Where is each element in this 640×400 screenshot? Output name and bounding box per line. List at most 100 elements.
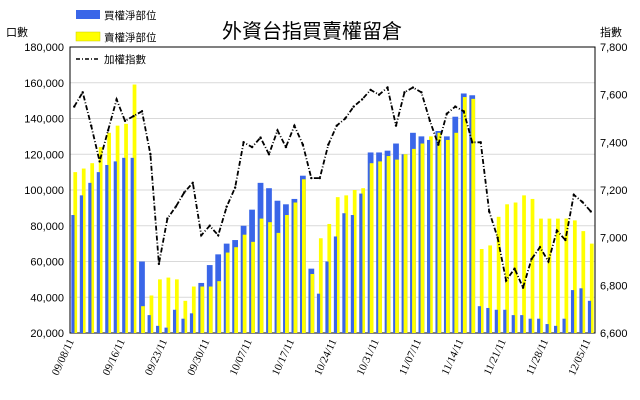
left-tick-label: 160,000	[24, 78, 64, 90]
index-point	[89, 124, 93, 127]
index-point	[564, 238, 567, 242]
call-bar	[554, 325, 558, 333]
call-bar	[79, 195, 83, 333]
index-point	[301, 143, 305, 146]
put-bar	[335, 197, 340, 333]
index-point	[487, 210, 491, 213]
legend-label-index: 加權指數	[104, 53, 146, 66]
left-tick-label: 180,000	[24, 42, 64, 54]
call-bar	[486, 307, 490, 333]
put-bar	[90, 163, 95, 333]
index-point	[454, 105, 457, 108]
put-bar	[412, 148, 416, 333]
legend-label-put: 賣權淨部位	[104, 31, 157, 44]
index-point	[572, 193, 576, 196]
index-point	[267, 153, 271, 156]
index-point	[411, 86, 415, 89]
call-bar	[427, 139, 431, 333]
call-bar	[350, 215, 354, 333]
put-bar	[403, 154, 408, 333]
put-bar	[361, 188, 366, 333]
index-point	[504, 279, 508, 282]
put-bar	[522, 195, 526, 333]
call-bar	[316, 293, 321, 333]
put-bar	[124, 123, 128, 333]
call-bar	[122, 157, 126, 333]
call-bar	[342, 213, 346, 333]
put-bar	[310, 274, 315, 333]
put-bar	[420, 143, 425, 333]
index-point	[259, 136, 262, 139]
put-bar	[378, 161, 382, 333]
index-point	[344, 117, 347, 120]
put-bar	[530, 198, 535, 333]
put-bar	[556, 218, 560, 333]
legend-swatch-call	[76, 10, 100, 19]
call-bar	[562, 318, 566, 333]
put-bar	[225, 252, 230, 333]
call-bar	[71, 215, 75, 333]
index-point	[98, 160, 101, 163]
legend: 買權淨部位 賣權淨部位 加權指數	[75, 9, 157, 66]
left-tick-label: 20,000	[30, 328, 64, 340]
call-bar	[587, 300, 592, 333]
index-point	[310, 176, 313, 180]
put-bar	[234, 247, 238, 333]
index-point	[496, 236, 499, 239]
index-point	[547, 260, 550, 263]
index-point	[513, 267, 516, 270]
index-point	[233, 186, 237, 189]
index-point	[538, 246, 542, 249]
put-bar	[259, 218, 264, 333]
line-group	[73, 85, 592, 291]
put-bar	[132, 84, 137, 333]
put-bar	[242, 234, 247, 333]
index-point	[191, 181, 194, 185]
call-bar	[172, 309, 177, 333]
index-point	[589, 210, 592, 213]
index-point	[386, 86, 389, 89]
index-point	[115, 98, 118, 101]
index-point	[555, 229, 559, 232]
put-bar	[217, 281, 222, 333]
put-bar	[285, 215, 289, 333]
put-bar	[505, 204, 509, 333]
index-point	[123, 119, 127, 123]
put-bar	[395, 159, 399, 333]
put-bar	[293, 202, 298, 333]
left-axis-label: 口數	[6, 26, 28, 39]
index-point	[318, 176, 321, 180]
index-point	[369, 88, 372, 92]
put-bar	[174, 279, 179, 333]
call-bar	[579, 288, 583, 333]
right-tick-label: 6,800	[600, 280, 628, 292]
legend-label-call: 買權淨部位	[104, 9, 157, 22]
call-bar	[333, 236, 338, 333]
right-tick-label: 6,600	[600, 328, 628, 340]
put-bar	[437, 132, 442, 333]
index-point	[208, 224, 211, 227]
put-bar	[496, 216, 501, 333]
call-bar	[113, 161, 117, 333]
put-bar	[141, 306, 145, 333]
put-bar	[115, 125, 120, 334]
put-bar	[200, 286, 205, 333]
put-bar	[327, 223, 332, 333]
index-point	[166, 217, 169, 220]
index-point	[200, 234, 203, 237]
call-bar	[164, 327, 168, 333]
index-point	[81, 91, 84, 94]
index-point	[157, 262, 161, 266]
right-tick-label: 7,400	[600, 137, 628, 149]
index-point	[73, 105, 76, 108]
index-point	[420, 91, 423, 94]
legend-swatch-put	[75, 31, 101, 42]
call-bar	[570, 290, 575, 333]
put-bar	[158, 279, 162, 333]
right-tick-label: 7,200	[600, 185, 628, 197]
put-bar	[318, 238, 323, 333]
index-point	[352, 105, 355, 108]
call-bar	[477, 306, 481, 333]
plot-area-frame	[69, 46, 596, 334]
put-bar	[73, 172, 78, 333]
